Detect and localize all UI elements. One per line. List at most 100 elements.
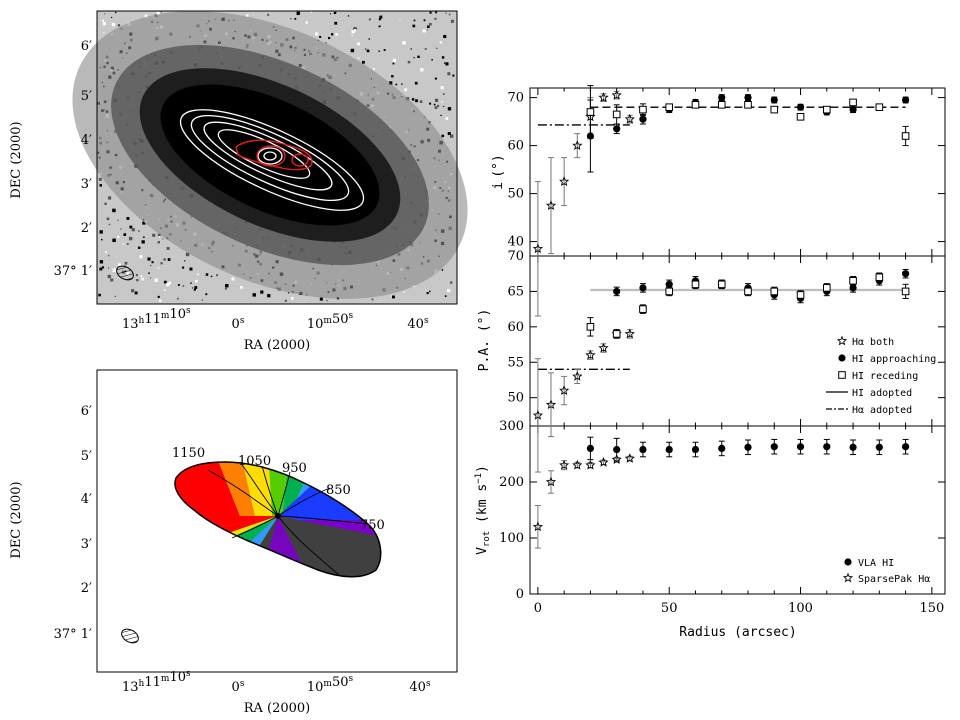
noise-speck (452, 74, 455, 77)
data-point-open-square (744, 287, 752, 296)
noise-speck (99, 184, 103, 187)
bottom-ra-tick-3: 10m50s (307, 674, 354, 695)
noise-speck (423, 19, 426, 22)
noise-speck (366, 49, 370, 53)
bottom-ra-tick-4: 40s (409, 679, 431, 695)
noise-speck (351, 30, 355, 34)
noise-speck (450, 281, 453, 284)
ra-tick-unit: h (139, 679, 145, 689)
noise-speck (117, 219, 119, 222)
legend-label-ha-adopted: Hα adopted (852, 405, 912, 416)
data-point-star (598, 457, 609, 467)
data-point-filled-circle (849, 284, 857, 292)
noise-speck (141, 277, 145, 281)
data-point-filled-circle (665, 280, 673, 288)
noise-speck (131, 289, 135, 293)
noise-speck (449, 134, 454, 138)
noise-speck (126, 243, 129, 246)
data-point-filled-circle (586, 444, 595, 452)
ra-tick-number: 50 (332, 675, 349, 690)
noise-speck (435, 11, 437, 14)
ra-tick-number: 0 (232, 317, 240, 332)
bottom-ra-tick-2: 0s (232, 679, 245, 695)
y-tick-label: 0 (516, 587, 524, 602)
noise-speck (111, 16, 113, 19)
top-dec-tick-3: 3′ (81, 177, 92, 192)
noise-speck (347, 15, 350, 17)
pa-ylabel: P.A. (°) (477, 309, 492, 372)
data-point-star (585, 349, 596, 360)
noise-speck (114, 295, 116, 297)
noise-speck (445, 12, 447, 14)
ra-tick-unit: s (426, 679, 431, 689)
noise-speck (156, 11, 160, 15)
data-point-open-square (717, 101, 726, 109)
bottom-dec-tick-1: 37° 1′ (54, 627, 92, 642)
noise-speck (166, 283, 170, 287)
noise-speck (194, 286, 198, 289)
noise-speck (420, 68, 424, 72)
noise-speck (99, 267, 103, 271)
noise-speck (268, 13, 271, 16)
noise-speck (102, 22, 106, 26)
noise-speck (182, 285, 185, 287)
data-point-open-square (901, 132, 910, 140)
noise-speck (429, 22, 432, 26)
noise-speck (99, 260, 104, 264)
bottom-image-xlabel: RA (2000) (244, 701, 311, 716)
vrot-ylabel-sub: rot (482, 531, 492, 547)
data-point-open-square (665, 287, 674, 296)
noise-speck (440, 114, 442, 117)
noise-speck (390, 295, 392, 297)
noise-speck (315, 32, 319, 36)
data-point-filled-circle (902, 443, 910, 451)
noise-speck (333, 11, 337, 15)
data-point-star (624, 328, 635, 339)
noise-speck (392, 295, 395, 299)
bottom-dec-tick-5: 5′ (81, 449, 92, 464)
noise-speck (158, 299, 162, 302)
noise-speck (427, 25, 430, 29)
noise-speck (163, 258, 166, 261)
top-image-xlabel: RA (2000) (244, 338, 311, 353)
noise-speck (325, 42, 327, 44)
noise-speck (260, 290, 264, 294)
velocity-label-950: 950 (282, 461, 307, 476)
data-point-star (559, 459, 570, 470)
data-point-filled-circle (691, 445, 700, 454)
x-tick-label: 100 (788, 601, 813, 616)
noise-speck (181, 266, 185, 269)
data-point-open-square (639, 305, 647, 313)
noise-speck (410, 48, 412, 50)
ra-tick-unit: m (161, 311, 170, 321)
noise-speck (267, 294, 271, 298)
noise-speck (378, 50, 380, 52)
noise-speck (164, 289, 166, 292)
pa-legend: Hα both HI approaching HI receding HI ad… (852, 337, 936, 416)
noise-speck (441, 101, 443, 103)
ra-tick-number: 13 (122, 317, 139, 332)
ra-tick-number: 40 (407, 317, 424, 332)
noise-speck (99, 230, 103, 234)
noise-speck (108, 223, 111, 226)
data-point-star (572, 459, 583, 470)
radius-xlabel: Radius (arcsec) (679, 625, 796, 640)
noise-speck (184, 260, 186, 262)
noise-speck (433, 103, 436, 106)
vrot-ylabel-exp: −1 (474, 473, 484, 484)
noise-speck (185, 252, 190, 257)
inclination-ylabel-main: i (491, 182, 506, 190)
data-point-filled-circle (770, 443, 778, 451)
noise-speck (138, 230, 140, 232)
noise-speck (267, 13, 270, 16)
right-panels: 40 50 60 70 50 55 60 65 70 0 100 200 300 0 50 100 150 i … (474, 85, 946, 640)
data-point-filled-circle (613, 445, 621, 454)
data-point-open-square (717, 280, 726, 289)
noise-speck (443, 34, 447, 39)
noise-speck (107, 267, 110, 269)
y-tick-label: 60 (507, 139, 524, 154)
noise-speck (434, 17, 437, 20)
data-point-star (532, 521, 544, 532)
noise-speck (284, 299, 287, 302)
noise-speck (122, 243, 125, 245)
